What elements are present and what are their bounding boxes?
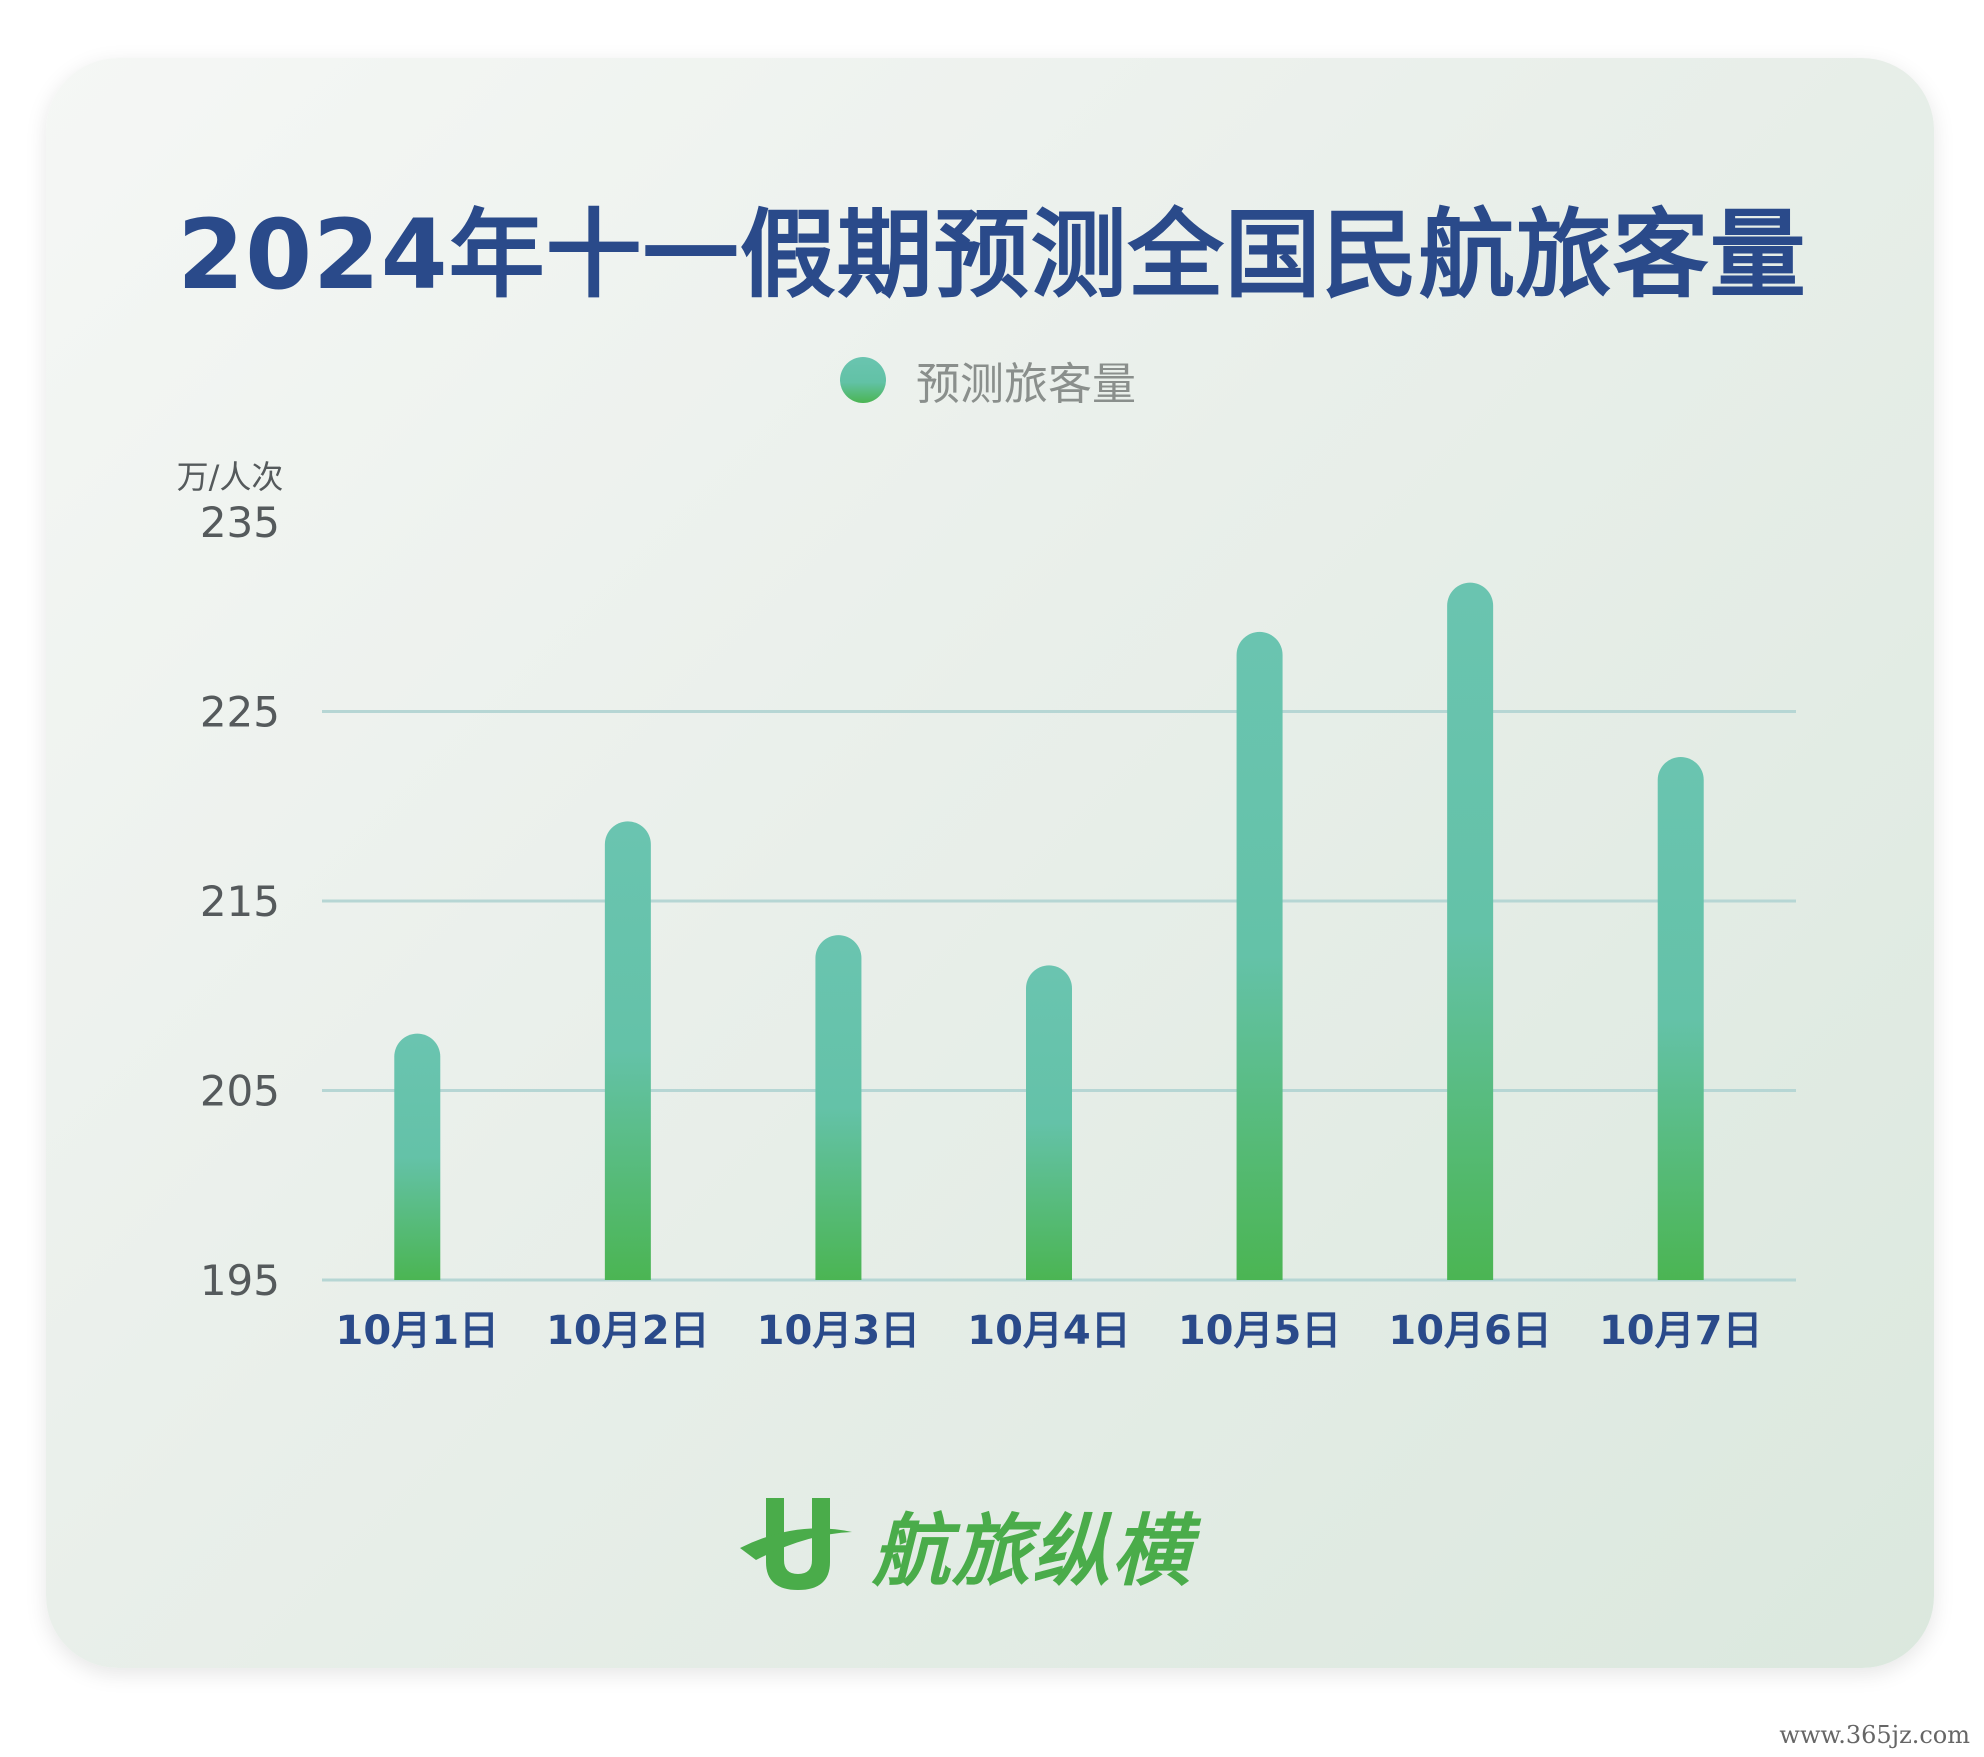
y-tick-label: 205 <box>200 1067 280 1116</box>
bar <box>604 821 651 1280</box>
chart-title: 2024年十一假期预测全国民航旅客量 <box>177 199 1807 311</box>
legend: 预测旅客量 <box>840 350 1136 410</box>
hangluzongheng-logo-icon <box>740 1498 852 1590</box>
x-tick-label: 10月3日 <box>757 1308 921 1354</box>
x-tick-label: 10月7日 <box>1599 1308 1763 1354</box>
x-tick-label: 10月1日 <box>336 1308 500 1354</box>
y-tick-label: 195 <box>200 1256 280 1305</box>
legend-swatch <box>840 357 886 403</box>
legend-label: 预测旅客量 <box>916 359 1136 410</box>
y-tick-label: 235 <box>200 498 280 547</box>
watermark: www.365jz.com <box>1779 1721 1970 1749</box>
brand-logo: 航旅纵横 <box>736 1490 1192 1600</box>
chart-card <box>46 58 1934 1668</box>
bar <box>1236 631 1283 1280</box>
x-tick-label: 10月6日 <box>1388 1308 1552 1354</box>
x-tick-label: 10月4日 <box>967 1308 1131 1354</box>
bar <box>394 1033 441 1280</box>
x-tick-label: 10月2日 <box>546 1308 710 1354</box>
bar <box>1447 582 1494 1280</box>
bar <box>815 935 862 1280</box>
y-axis-unit: 万/人次 <box>177 458 284 496</box>
logo-text: 航旅纵横 <box>872 1507 1193 1597</box>
x-tick-label: 10月5日 <box>1178 1308 1342 1354</box>
bar <box>1026 965 1072 1280</box>
y-tick-label: 225 <box>200 688 280 737</box>
y-tick-label: 215 <box>200 877 280 926</box>
bar <box>1657 756 1704 1280</box>
